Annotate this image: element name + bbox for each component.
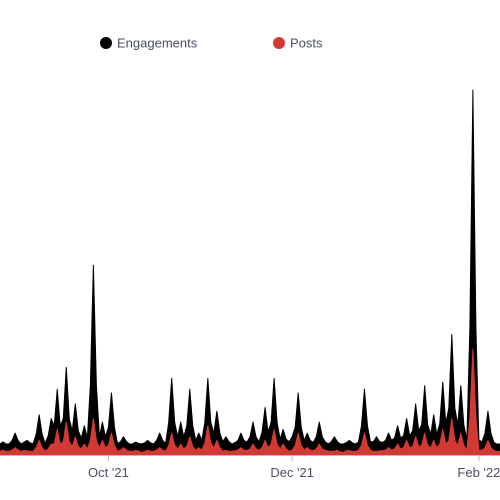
x-tick-label: Oct '21: [88, 465, 129, 480]
legend-item-posts[interactable]: Posts: [273, 36, 323, 51]
legend-swatch-engagements: [100, 37, 112, 49]
legend-swatch-posts: [273, 37, 285, 49]
legend-label-posts: Posts: [290, 36, 323, 51]
x-tick-label: Dec '21: [270, 465, 314, 480]
x-tick-label: Feb '22: [457, 465, 500, 480]
legend: Engagements Posts: [100, 36, 323, 51]
series-area-engagements[interactable]: [0, 89, 500, 456]
x-axis: Oct '21 Dec '21 Feb '22: [0, 455, 500, 480]
legend-label-engagements: Engagements: [117, 36, 198, 51]
series-area-posts[interactable]: [0, 348, 500, 456]
legend-item-engagements[interactable]: Engagements: [100, 36, 198, 51]
plot-area: [0, 89, 500, 456]
